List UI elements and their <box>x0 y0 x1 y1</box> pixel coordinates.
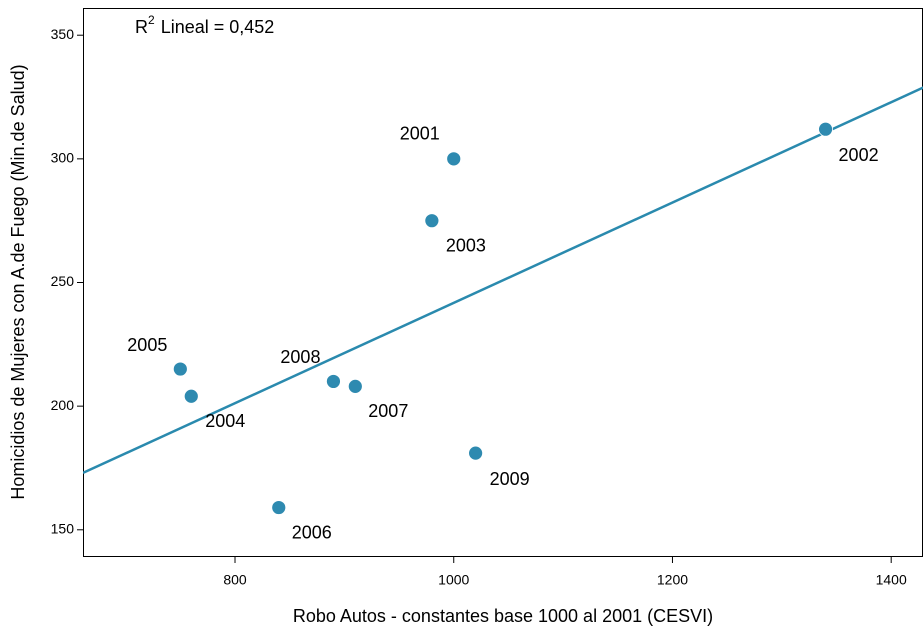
x-tick-label: 1200 <box>657 572 688 588</box>
fit-line <box>83 86 923 475</box>
point-label: 2004 <box>205 411 245 431</box>
point <box>172 361 188 377</box>
y-axis-label: Homicidios de Mujeres con A.de Fuego (Mi… <box>8 64 28 499</box>
point <box>468 445 484 461</box>
point-label: 2005 <box>127 335 167 355</box>
x-tick-label: 800 <box>223 572 247 588</box>
point-label: 2009 <box>490 469 530 489</box>
y-tick-label: 150 <box>51 521 75 537</box>
y-tick-label: 300 <box>51 150 75 166</box>
point-label: 2003 <box>446 235 486 255</box>
y-tick-label: 250 <box>51 273 75 289</box>
point-label: 2001 <box>400 124 440 144</box>
r2-sup: 2 <box>148 13 155 27</box>
y-tick-label: 350 <box>51 26 75 42</box>
x-tick-label: 1400 <box>876 572 907 588</box>
point-label: 2007 <box>368 401 408 421</box>
point-label: 2008 <box>280 347 320 367</box>
point <box>183 388 199 404</box>
x-axis-label: Robo Autos - constantes base 1000 al 200… <box>293 606 713 626</box>
r2-annotation: R2 Lineal = 0,452 <box>135 13 274 37</box>
point-label: 2002 <box>839 145 879 165</box>
x-tick-label: 1000 <box>438 572 469 588</box>
point <box>271 500 287 515</box>
point <box>446 151 462 167</box>
r2-text: Lineal = 0,452 <box>161 17 275 37</box>
y-tick-label: 200 <box>51 397 75 413</box>
point <box>326 374 341 389</box>
point-label: 2006 <box>292 522 332 542</box>
r2-base: R <box>135 17 148 37</box>
point <box>424 213 440 229</box>
plot-frame <box>83 8 923 557</box>
point <box>818 121 833 137</box>
point <box>347 378 363 394</box>
